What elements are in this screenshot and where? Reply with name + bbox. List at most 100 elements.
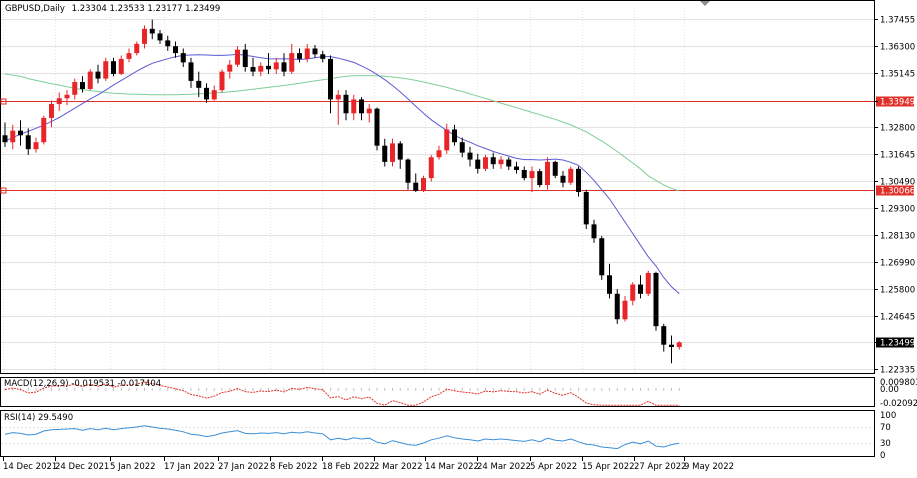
y-tick-label: 1.29300 xyxy=(880,205,915,215)
candle-body xyxy=(165,40,171,47)
candle-body xyxy=(459,142,465,153)
candle-body xyxy=(568,168,574,183)
x-tick-label: 5 Apr 2022 xyxy=(530,462,577,472)
x-tick-label: 9 May 2022 xyxy=(684,462,734,472)
rsi-y-label: 0 xyxy=(880,451,885,461)
candle-body xyxy=(390,143,395,162)
candle-body xyxy=(289,53,295,72)
candle-body xyxy=(320,54,326,59)
candle-body xyxy=(436,150,442,158)
candle-body xyxy=(41,117,47,143)
candle-body xyxy=(483,157,488,169)
x-tick-label: 14 Mar 2022 xyxy=(425,462,479,472)
macd-y-label: 0.00 xyxy=(880,385,899,395)
macd-panel-frame xyxy=(0,377,875,407)
candle-body xyxy=(614,293,620,320)
y-tick-label: 1.30490 xyxy=(880,178,915,188)
candle-body xyxy=(397,143,403,160)
candle-body xyxy=(545,161,550,186)
y-tick-label: 1.36300 xyxy=(880,43,915,53)
candle-body xyxy=(204,87,209,100)
candles xyxy=(2,19,682,364)
price-axis: 1.37455 1.36300 1.35145 1.32800 1.31645 1.304… xyxy=(874,16,915,376)
candle-body xyxy=(506,159,512,167)
level-tag-label: 1.33949 xyxy=(880,98,915,108)
candle-body xyxy=(452,129,457,143)
candle-body xyxy=(328,58,333,100)
candle-body xyxy=(413,182,419,191)
candle-body xyxy=(514,166,519,170)
candle-body xyxy=(10,130,16,143)
macd-signal-line xyxy=(4,381,680,406)
candle-body xyxy=(382,145,388,162)
y-tick-label: 1.24645 xyxy=(880,313,915,323)
candle-body xyxy=(72,82,78,95)
candle-body xyxy=(111,61,116,74)
ohlc-readout: 1.23304 1.23533 1.23177 1.23499 xyxy=(72,4,221,14)
candle-body xyxy=(157,33,163,41)
candle-body xyxy=(219,71,225,91)
level-tag xyxy=(876,96,914,107)
x-tick-label: 24 Dec 2021 xyxy=(55,462,109,472)
y-tick-label: 1.26990 xyxy=(880,259,915,269)
y-tick-label: 1.35145 xyxy=(880,70,915,80)
candle-body xyxy=(180,53,186,63)
candle-body xyxy=(33,142,39,150)
y-tick-label: 1.37455 xyxy=(880,16,915,26)
y-tick-label: 1.28130 xyxy=(880,232,915,242)
x-tick-label: 17 Jan 2022 xyxy=(164,462,215,472)
candle-body xyxy=(173,46,178,54)
candle-body xyxy=(467,152,473,160)
candle-body xyxy=(521,169,527,179)
candle-body xyxy=(188,62,194,81)
candle-body xyxy=(645,272,651,294)
candle-body xyxy=(297,53,302,59)
x-tick-label: 24 Mar 2022 xyxy=(477,462,531,472)
ma-fast-line xyxy=(4,53,680,295)
candle-body xyxy=(95,71,101,79)
candle-body xyxy=(374,108,380,146)
rsi-y-label: 30 xyxy=(880,439,891,449)
rsi-line xyxy=(4,425,680,450)
candle-body xyxy=(676,342,682,348)
candle-body xyxy=(118,58,124,74)
candle-body xyxy=(661,326,667,345)
candle-body xyxy=(64,94,70,99)
scroll-marker-icon[interactable] xyxy=(700,1,710,6)
candle-body xyxy=(537,171,543,186)
price-tag xyxy=(876,337,914,348)
candle-body xyxy=(211,90,217,100)
candle-body xyxy=(529,171,535,179)
level-tag xyxy=(876,185,914,196)
candle-body xyxy=(126,53,132,59)
candle-body xyxy=(653,272,659,327)
level-handle xyxy=(0,187,7,194)
candle-body xyxy=(599,238,605,276)
x-tick-label: 2 Mar 2022 xyxy=(374,462,422,472)
candle-body xyxy=(266,65,271,70)
candle-body xyxy=(2,135,8,143)
candle-body xyxy=(498,159,504,165)
rsi-panel-frame xyxy=(0,410,875,457)
candle-body xyxy=(591,224,597,239)
x-tick-label: 8 Feb 2022 xyxy=(270,462,318,472)
candle-body xyxy=(444,129,450,151)
candle-body xyxy=(366,108,372,114)
candle-body xyxy=(359,99,364,114)
macd-y-label: 0.009803 xyxy=(880,378,917,388)
moving-averages xyxy=(4,53,680,295)
candle-body xyxy=(304,48,310,59)
candle-body xyxy=(56,98,62,105)
candle-body xyxy=(80,82,85,89)
candle-body xyxy=(227,64,233,72)
x-tick-label: 18 Feb 2022 xyxy=(322,462,375,472)
x-tick-label: 15 Apr 2022 xyxy=(582,462,635,472)
horizontal-levels: 1.33949 1.30066 1.23499 xyxy=(0,96,915,349)
candle-body xyxy=(103,61,109,79)
rsi-label: RSI(14) 29.5490 xyxy=(4,413,73,423)
candle-body xyxy=(428,157,434,179)
y-tick-label: 1.31645 xyxy=(880,151,915,161)
macd-y-label: -0.020928 xyxy=(880,399,917,409)
price-tag-label: 1.23499 xyxy=(880,339,915,349)
